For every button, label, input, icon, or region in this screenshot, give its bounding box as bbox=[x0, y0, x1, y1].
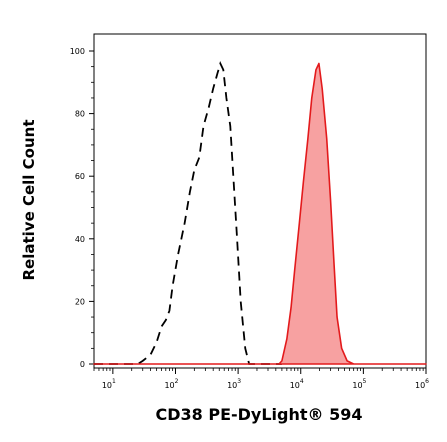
x-tick-label: 105 bbox=[352, 378, 366, 390]
plot-frame bbox=[93, 33, 427, 369]
y-tick-label: 40 bbox=[75, 235, 85, 244]
y-tick-label: 100 bbox=[70, 47, 85, 56]
y-tick-label: 80 bbox=[75, 110, 85, 119]
y-axis-title: Relative Cell Count bbox=[20, 119, 38, 280]
red-filled-histogram bbox=[93, 62, 427, 365]
x-tick-label: 104 bbox=[290, 378, 304, 390]
y-tick-label: 20 bbox=[75, 297, 85, 306]
y-tick-label: 60 bbox=[75, 172, 85, 181]
plot-area: 0 20 40 60 80 100 101 102 103 104 105 106 bbox=[70, 33, 429, 390]
x-tick-label: 101 bbox=[102, 378, 116, 390]
x-axis-title: CD38 PE-DyLight® 594 bbox=[155, 405, 362, 424]
x-tick-label: 103 bbox=[227, 378, 241, 390]
y-tick-label: 0 bbox=[80, 360, 85, 369]
x-tick-label: 106 bbox=[415, 378, 429, 390]
x-tick-label: 102 bbox=[164, 378, 178, 390]
dashed-control-histogram bbox=[94, 60, 282, 365]
